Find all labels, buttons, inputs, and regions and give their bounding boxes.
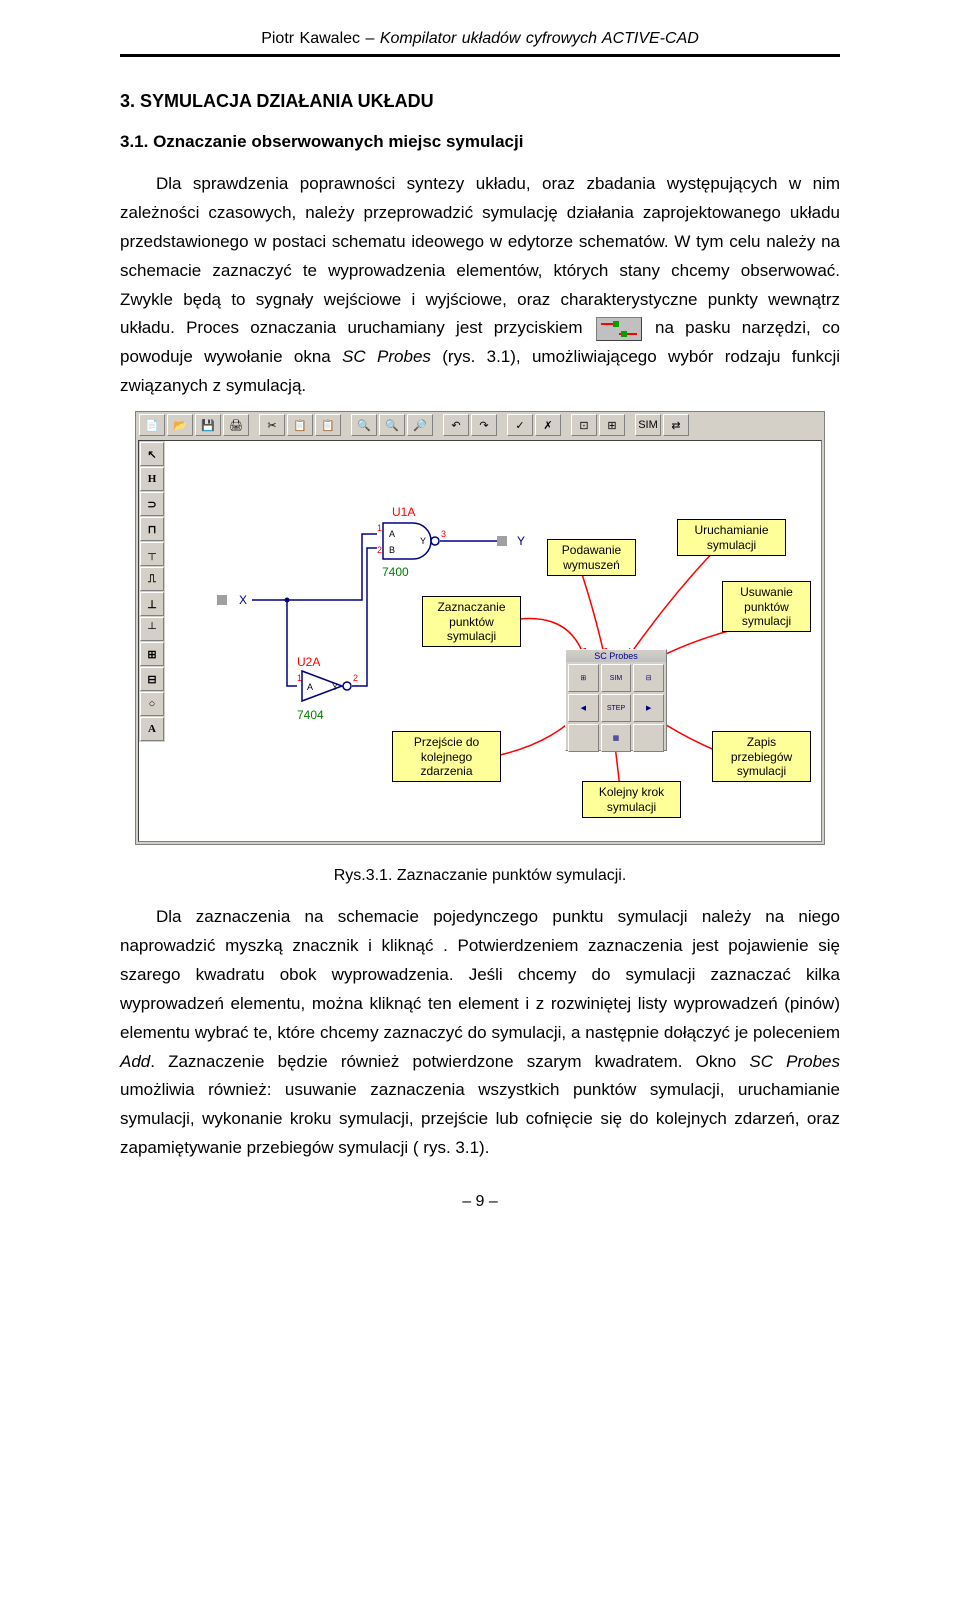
- callout-usuwanie: Usuwanie punktów symulacji: [722, 581, 811, 632]
- toolbar-button[interactable]: 📄: [139, 414, 165, 436]
- side-tool-button[interactable]: A: [140, 717, 164, 741]
- page-header: Piotr Kawalec – Kompilator układów cyfro…: [120, 30, 840, 48]
- svg-text:Y: Y: [420, 536, 426, 546]
- sc-probes-button[interactable]: ◀: [568, 694, 599, 722]
- sc-probes-button[interactable]: SIM: [601, 664, 632, 692]
- toolbar-button[interactable]: 🖨: [223, 414, 249, 436]
- side-toolbar: ↖H⊃⊓┬⎍⊥┴⊞⊟○A: [139, 441, 165, 742]
- sc-probes-button[interactable]: ⊟: [633, 664, 664, 692]
- toolbar-button[interactable]: ✗: [535, 414, 561, 436]
- toolbar-button[interactable]: ⇄: [663, 414, 689, 436]
- schematic-canvas: ↖H⊃⊓┬⎍⊥┴⊞⊟○A X: [138, 440, 822, 842]
- sc-probes-title: SC Probes: [566, 650, 666, 662]
- toolbar-button[interactable]: 📋: [315, 414, 341, 436]
- para2-sc: SC Probes: [749, 1052, 840, 1071]
- para1-sc: SC Probes: [342, 347, 431, 366]
- callout-kolejny: Kolejny krok symulacji: [582, 781, 681, 818]
- toolbar-button[interactable]: ⊡: [571, 414, 597, 436]
- side-tool-button[interactable]: ⎍: [140, 567, 164, 591]
- u1a-ref: U1A: [392, 505, 415, 519]
- sc-probes-button[interactable]: ▶: [633, 694, 664, 722]
- svg-text:B: B: [389, 545, 395, 555]
- toolbar-button[interactable]: 💾: [195, 414, 221, 436]
- figure-3-1: 📄📂💾🖨✂📋📋🔍🔍🔎↶↷✓✗⊡⊞SIM⇄ ↖H⊃⊓┬⎍⊥┴⊞⊟○A X: [135, 411, 825, 845]
- side-tool-button[interactable]: ↖: [140, 442, 164, 466]
- side-tool-button[interactable]: H: [140, 467, 164, 491]
- sc-probes-button[interactable]: STEP: [601, 694, 632, 722]
- u1a-part: 7400: [382, 565, 409, 579]
- svg-text:1: 1: [377, 523, 382, 533]
- paragraph-2: Dla zaznaczenia na schemacie pojedynczeg…: [120, 903, 840, 1163]
- para2-c: umożliwia również: usuwanie zaznaczenia …: [120, 1080, 840, 1157]
- u2a-part: 7404: [297, 708, 324, 722]
- callout-podawanie: Podawanie wymuszeń: [547, 539, 636, 576]
- figure-caption: Rys.3.1. Zaznaczanie punktów symulacji.: [120, 867, 840, 885]
- page-number: – 9 –: [120, 1193, 840, 1211]
- svg-text:A: A: [307, 682, 313, 692]
- toolbar-button[interactable]: ↶: [443, 414, 469, 436]
- probe-y-label: Y: [517, 534, 525, 548]
- header-author: Piotr Kawalec: [261, 30, 360, 47]
- svg-text:2: 2: [353, 673, 358, 683]
- callout-zapis: Zapis przebiegów symulacji: [712, 731, 811, 782]
- sc-probes-button[interactable]: ⊞: [568, 664, 599, 692]
- probe-x-label: X: [239, 593, 247, 607]
- sc-probes-panel[interactable]: SC Probes ⊞SIM⊟ ◀STEP▶▦: [565, 649, 667, 751]
- side-tool-button[interactable]: ⊟: [140, 667, 164, 691]
- para2-b: . Zaznaczenie będzie również potwierdzon…: [150, 1052, 736, 1071]
- toolbar-button[interactable]: 📂: [167, 414, 193, 436]
- side-tool-button[interactable]: ┴: [140, 617, 164, 641]
- toolbar-button[interactable]: 📋: [287, 414, 313, 436]
- probe-toolbar-icon: [596, 317, 642, 341]
- side-tool-button[interactable]: ⊃: [140, 492, 164, 516]
- sc-probes-button[interactable]: ▦: [601, 724, 632, 752]
- callout-uruchamianie: Uruchamianie symulacji: [677, 519, 786, 556]
- toolbar-button[interactable]: 🔎: [407, 414, 433, 436]
- svg-text:2: 2: [377, 545, 382, 555]
- callout-zaznaczanie: Zaznaczanie punktów symulacji: [422, 596, 521, 647]
- paragraph-1: Dla sprawdzenia poprawności syntezy ukła…: [120, 170, 840, 401]
- header-rule: [120, 54, 840, 57]
- header-title: Kompilator układów cyfrowych ACTIVE-CAD: [380, 30, 699, 47]
- toolbar-button[interactable]: 🔍: [351, 414, 377, 436]
- svg-text:Y: Y: [332, 682, 338, 692]
- u2a-ref: U2A: [297, 655, 320, 669]
- side-tool-button[interactable]: ○: [140, 692, 164, 716]
- side-tool-button[interactable]: ⊥: [140, 592, 164, 616]
- svg-text:3: 3: [441, 529, 446, 539]
- toolbar-button[interactable]: ✓: [507, 414, 533, 436]
- para2-a: Dla zaznaczenia na schemacie pojedynczeg…: [120, 907, 840, 1042]
- para1-a: Dla sprawdzenia poprawności syntezy ukła…: [120, 174, 840, 337]
- toolbar-button[interactable]: ✂: [259, 414, 285, 436]
- schematic-area: X U2A 1 2 A Y 7404: [167, 441, 821, 841]
- toolbar-button[interactable]: SIM: [635, 414, 661, 436]
- toolbar-button[interactable]: ⊞: [599, 414, 625, 436]
- sc-probes-button[interactable]: [568, 724, 599, 752]
- header-sep: –: [365, 30, 374, 47]
- sc-probes-button[interactable]: [633, 724, 664, 752]
- para2-add: Add: [120, 1052, 150, 1071]
- toolbar-button[interactable]: 🔍: [379, 414, 405, 436]
- callout-przejscie: Przejście do kolejnego zdarzenia: [392, 731, 501, 782]
- svg-text:A: A: [389, 529, 395, 539]
- side-tool-button[interactable]: ┬: [140, 542, 164, 566]
- side-tool-button[interactable]: ⊞: [140, 642, 164, 666]
- toolbar-button[interactable]: ↷: [471, 414, 497, 436]
- side-tool-button[interactable]: ⊓: [140, 517, 164, 541]
- top-toolbar: 📄📂💾🖨✂📋📋🔍🔍🔎↶↷✓✗⊡⊞SIM⇄: [136, 412, 824, 438]
- section-title: 3. SYMULACJA DZIAŁANIA UKŁADU: [120, 91, 840, 112]
- subsection-title: 3.1. Oznaczanie obserwowanych miejsc sym…: [120, 132, 840, 152]
